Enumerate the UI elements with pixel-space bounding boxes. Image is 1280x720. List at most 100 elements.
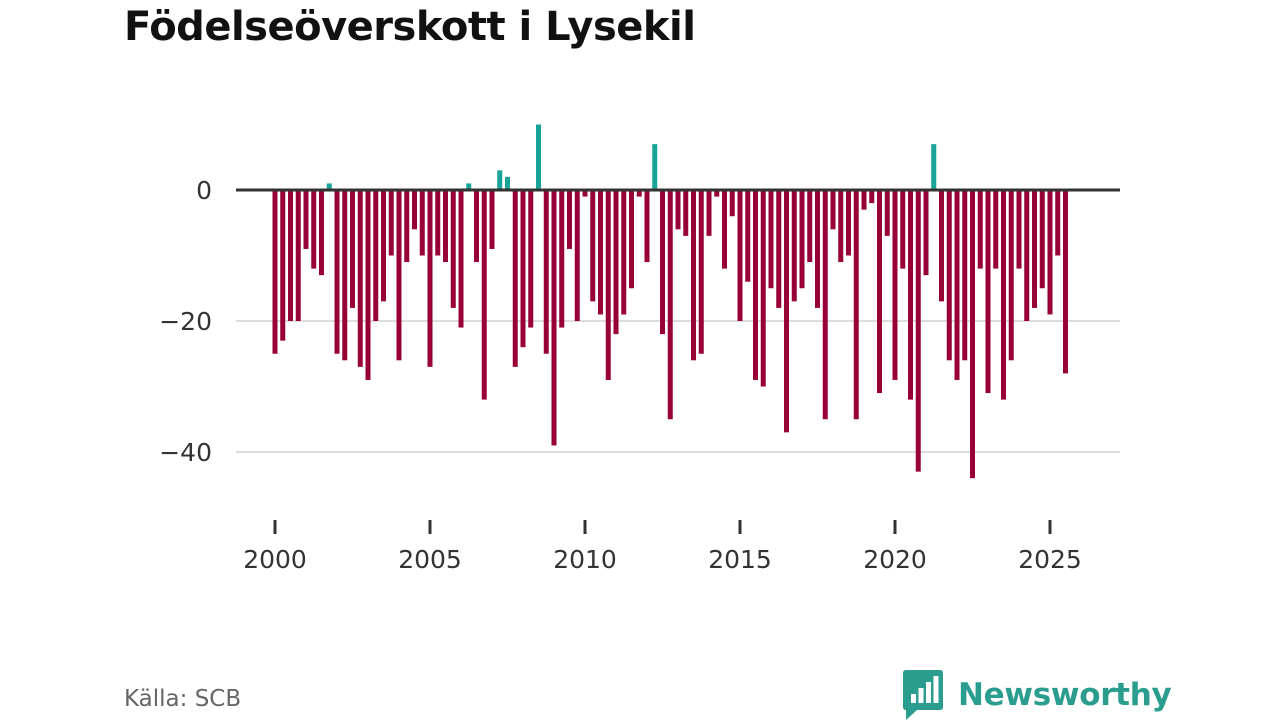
chart-title: Födelseöverskott i Lysekil: [124, 4, 696, 50]
bar: [830, 190, 836, 230]
bar: [737, 190, 743, 321]
bar: [683, 190, 689, 236]
bar: [288, 190, 293, 321]
bar: [412, 190, 417, 230]
bar: [350, 190, 355, 308]
bar: [450, 190, 456, 308]
bar: [861, 190, 867, 210]
bar: [598, 190, 603, 315]
bar: [768, 190, 774, 289]
y-tick-label: 0: [196, 176, 212, 205]
bar: [900, 190, 906, 269]
bar: [1055, 190, 1061, 256]
bar: [272, 190, 278, 354]
bar: [512, 190, 518, 367]
bar: [567, 190, 572, 249]
source-note: Källa: SCB: [124, 686, 242, 712]
bar: [706, 190, 712, 236]
bar: [1047, 190, 1053, 315]
bar: [388, 190, 394, 256]
bar: [799, 190, 805, 289]
bar: [551, 190, 557, 446]
bar: [590, 190, 596, 302]
bar: [753, 190, 758, 380]
bar: [528, 190, 534, 328]
bar: [427, 190, 433, 367]
bar: [784, 190, 789, 433]
bar: [691, 190, 696, 361]
bar: [466, 183, 472, 190]
bar: [1001, 190, 1006, 400]
bar: [520, 190, 526, 348]
bar: [605, 190, 611, 380]
bar: [404, 190, 410, 263]
bar: [760, 190, 766, 387]
bar: [574, 190, 580, 321]
bar: [458, 190, 464, 328]
bar: [822, 190, 828, 420]
bar: [311, 190, 317, 269]
bar: [1024, 190, 1030, 321]
bar: [838, 190, 844, 263]
bar: [559, 190, 565, 328]
x-tick-label: 2025: [1018, 545, 1082, 574]
bar: [660, 190, 665, 335]
bar: [644, 190, 650, 263]
bar: [993, 190, 999, 269]
x-axis: 2000 2005 2010 2015 2020 2025: [243, 520, 1082, 574]
bar: [853, 190, 859, 420]
bar: [505, 176, 510, 190]
bar: [877, 190, 882, 394]
newsworthy-logo-icon: [903, 670, 943, 720]
bar: [543, 190, 549, 354]
bar: [536, 124, 541, 190]
bar: [342, 190, 348, 361]
bar: [954, 190, 960, 380]
bar: [489, 190, 495, 249]
x-tick-label: 2005: [398, 545, 462, 574]
bar: [435, 190, 441, 256]
bar: [334, 190, 340, 354]
bar: [1039, 190, 1045, 289]
bar: [962, 190, 968, 361]
bar-chart: 0 −20 −40 2000 2005 2010 2015 2020 2025: [159, 124, 1120, 574]
brand[interactable]: Newsworthy: [903, 670, 1172, 720]
bar: [497, 170, 503, 190]
bar: [923, 190, 929, 276]
bar: [373, 190, 379, 321]
bar: [1032, 190, 1037, 308]
bar: [729, 190, 735, 217]
bar: [791, 190, 797, 302]
bar: [303, 190, 309, 249]
x-tick-label: 2010: [553, 545, 617, 574]
y-tick-label: −40: [159, 438, 212, 467]
bar: [280, 190, 286, 341]
y-tick-label: −20: [159, 307, 212, 336]
x-tick-label: 2000: [243, 545, 307, 574]
bar: [636, 190, 642, 197]
bar: [915, 190, 921, 472]
bar: [675, 190, 681, 230]
bar: [745, 190, 751, 282]
bar: [652, 144, 658, 190]
bar: [621, 190, 627, 315]
bar: [698, 190, 704, 354]
bar: [667, 190, 673, 420]
bar: [319, 190, 324, 276]
bar: [946, 190, 952, 361]
bar: [357, 190, 363, 367]
bar: [908, 190, 913, 400]
bar: [714, 190, 720, 197]
bar: [985, 190, 991, 394]
bar: [970, 190, 975, 479]
bar: [582, 190, 588, 197]
bar: [807, 190, 813, 263]
bar: [481, 190, 487, 400]
bar: [939, 190, 944, 302]
bar: [419, 190, 425, 256]
bar: [815, 190, 820, 308]
bar: [629, 190, 634, 289]
bar: [892, 190, 898, 380]
bar: [776, 190, 782, 308]
x-tick-label: 2015: [708, 545, 772, 574]
